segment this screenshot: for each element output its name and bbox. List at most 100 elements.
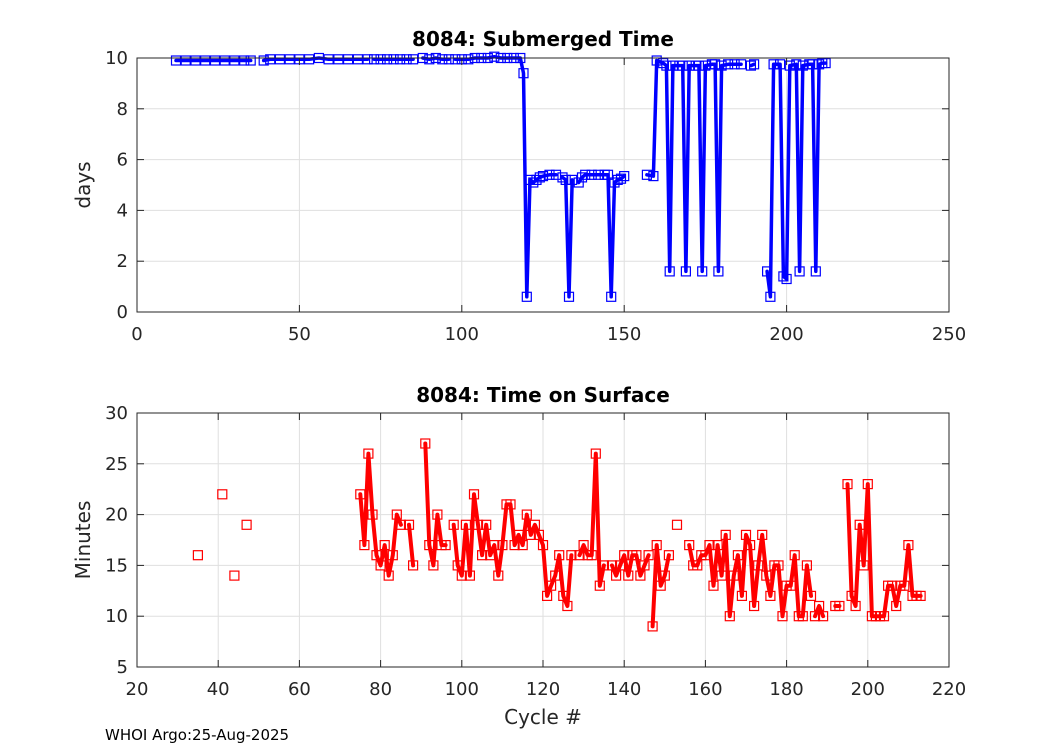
- data-point: [443, 54, 454, 65]
- data-point: [784, 60, 795, 71]
- data-point: [789, 550, 800, 561]
- data-point: [355, 489, 366, 500]
- data-point: [606, 560, 618, 571]
- data-point: [448, 519, 459, 530]
- data-point: [794, 266, 805, 277]
- data-point: [887, 580, 898, 591]
- data-point: [450, 54, 461, 65]
- data-point: [842, 479, 853, 490]
- data-point: [554, 550, 565, 561]
- x-tick-label: 120: [526, 679, 560, 700]
- data-point: [557, 172, 568, 183]
- data-point: [440, 539, 451, 551]
- data-point: [748, 600, 760, 612]
- data-point: [598, 560, 610, 571]
- data-point: [560, 174, 571, 185]
- data-point: [693, 60, 705, 71]
- data-point: [834, 600, 845, 612]
- data-point: [659, 570, 670, 581]
- data-point: [820, 57, 831, 69]
- data-point: [713, 266, 724, 277]
- data-point: [481, 519, 492, 530]
- data-point: [367, 509, 378, 520]
- data-point: [521, 291, 532, 302]
- data-point: [765, 590, 776, 602]
- data-point: [477, 550, 488, 561]
- data-point: [661, 60, 672, 71]
- series-line: [645, 58, 743, 274]
- y-tick-label: 20: [105, 505, 128, 526]
- data-point: [408, 560, 419, 571]
- data-point: [712, 539, 723, 551]
- data-point: [700, 550, 711, 561]
- data-point: [383, 570, 394, 581]
- data-point: [437, 54, 448, 65]
- data-point: [529, 519, 541, 530]
- data-point: [680, 266, 692, 277]
- data-point: [333, 54, 344, 65]
- series-line: [358, 451, 403, 578]
- data-point: [593, 169, 604, 180]
- data-point: [578, 539, 589, 551]
- data-point: [736, 590, 748, 602]
- data-point: [641, 169, 653, 180]
- data-point: [765, 291, 776, 302]
- data-point: [375, 54, 386, 65]
- data-point: [239, 55, 250, 66]
- data-point: [671, 519, 683, 530]
- chart-title: 8084: Submerged Time: [412, 27, 674, 51]
- data-point: [359, 539, 370, 551]
- data-point: [562, 600, 573, 612]
- data-point: [428, 560, 439, 571]
- data-point: [748, 59, 760, 70]
- data-point: [807, 59, 818, 70]
- y-tick-label: 25: [105, 454, 128, 475]
- data-point: [846, 590, 857, 602]
- data-point: [677, 60, 688, 71]
- y-axis-label: Minutes: [71, 501, 95, 580]
- data-point: [768, 59, 779, 70]
- data-point: [586, 550, 597, 561]
- y-tick-label: 30: [105, 403, 128, 424]
- data-point: [323, 54, 334, 65]
- data-point: [388, 54, 399, 65]
- data-point: [773, 560, 784, 571]
- data-point: [724, 611, 735, 622]
- data-point: [722, 59, 734, 70]
- data-point: [854, 519, 865, 530]
- data-point: [753, 560, 764, 571]
- data-point: [395, 54, 406, 65]
- data-point: [704, 539, 715, 551]
- x-tick-label: 40: [207, 679, 230, 700]
- data-point: [509, 539, 520, 551]
- data-point: [567, 174, 578, 185]
- data-point: [700, 60, 711, 71]
- data-point: [558, 590, 569, 602]
- data-point: [648, 171, 659, 182]
- data-point: [521, 509, 532, 520]
- data-point: [403, 519, 415, 530]
- data-point: [468, 489, 480, 500]
- data-point: [391, 509, 402, 520]
- data-point: [745, 60, 757, 71]
- data-point: [813, 59, 825, 70]
- data-point: [424, 54, 435, 65]
- data-point: [697, 266, 708, 277]
- x-tick-label: 140: [607, 679, 641, 700]
- data-point: [200, 55, 211, 66]
- data-point: [352, 54, 363, 65]
- data-point: [456, 570, 467, 581]
- x-tick-label: 100: [445, 324, 479, 345]
- y-tick-label: 10: [105, 48, 128, 69]
- data-point: [258, 55, 269, 66]
- x-tick-label: 150: [607, 324, 641, 345]
- data-point: [192, 550, 203, 561]
- data-point: [801, 560, 813, 571]
- y-tick-label: 8: [117, 99, 128, 120]
- data-point: [667, 60, 679, 71]
- data-point: [761, 266, 773, 277]
- data-point: [566, 550, 577, 561]
- data-point: [524, 174, 536, 185]
- data-point: [245, 55, 256, 66]
